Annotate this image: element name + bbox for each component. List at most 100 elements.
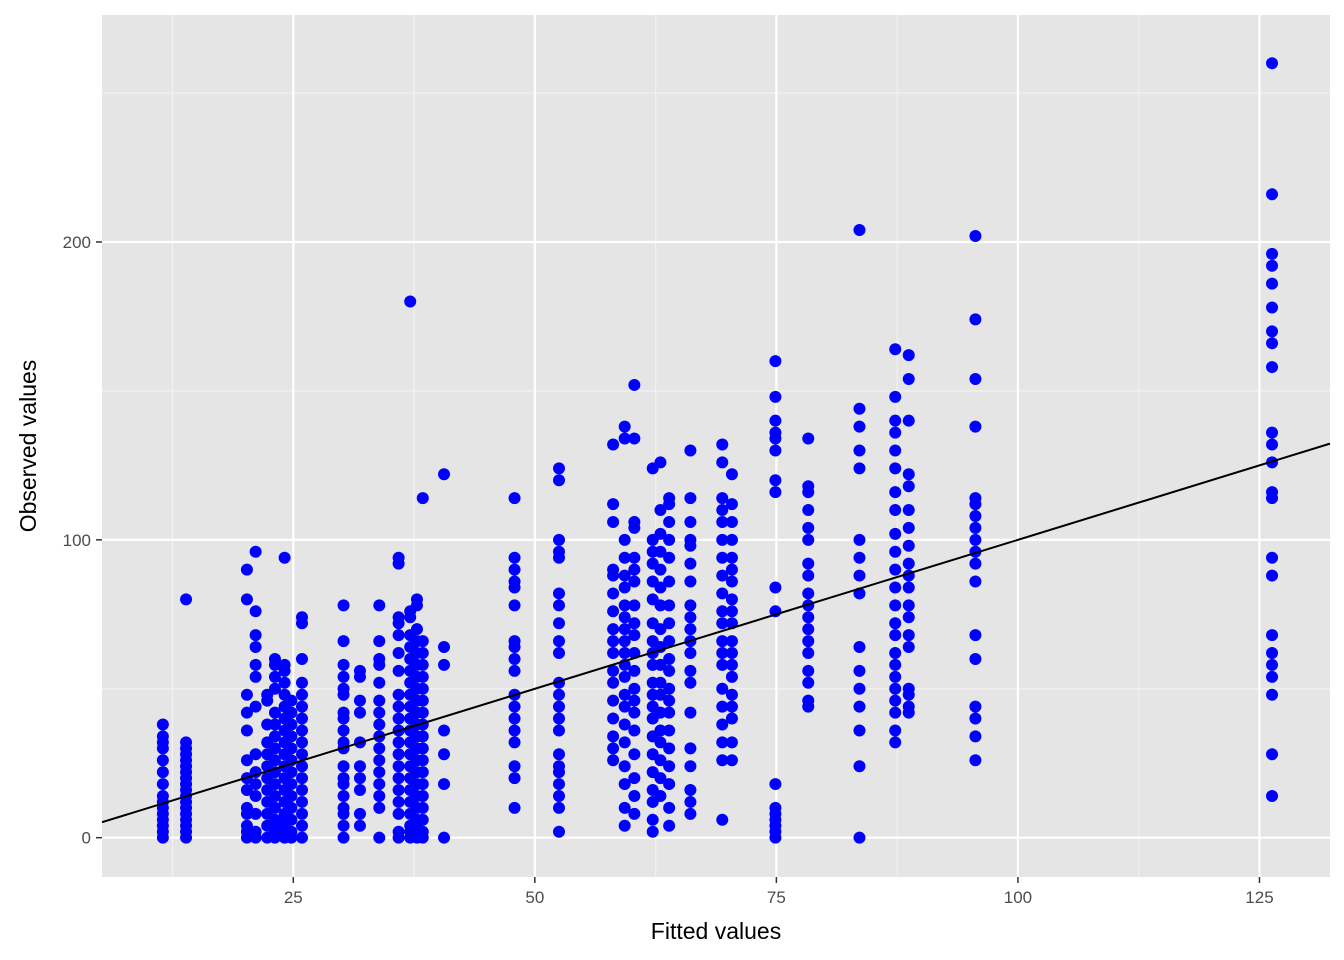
- data-point: [618, 533, 631, 546]
- data-point: [969, 652, 982, 665]
- data-point: [438, 778, 451, 791]
- data-point: [508, 492, 521, 505]
- data-point: [508, 563, 521, 576]
- data-point: [607, 676, 620, 689]
- data-point: [285, 801, 298, 814]
- data-point: [725, 468, 738, 481]
- x-axis-title: Fitted values: [651, 918, 781, 944]
- data-point: [508, 712, 521, 725]
- data-point: [802, 676, 815, 689]
- data-point: [654, 563, 667, 576]
- data-point: [392, 688, 405, 701]
- reference-line: [101, 442, 1331, 824]
- data-point: [618, 801, 631, 814]
- data-point: [607, 623, 620, 636]
- data-point: [618, 718, 631, 731]
- data-point: [337, 801, 350, 814]
- data-point: [240, 593, 253, 606]
- data-point: [607, 605, 620, 618]
- data-point: [663, 575, 676, 588]
- data-point: [295, 819, 308, 832]
- data-point: [969, 313, 982, 326]
- data-point: [240, 563, 253, 576]
- data-point: [416, 670, 429, 683]
- data-point: [1266, 301, 1279, 314]
- data-point: [684, 760, 697, 773]
- data-point: [285, 718, 298, 731]
- data-point: [392, 647, 405, 660]
- data-point: [769, 390, 782, 403]
- data-point: [769, 801, 782, 814]
- data-point: [337, 670, 350, 683]
- data-point: [853, 444, 866, 457]
- data-point: [654, 581, 667, 594]
- data-point: [373, 718, 386, 731]
- data-point: [607, 647, 620, 660]
- data-point: [268, 754, 281, 767]
- data-point: [654, 545, 667, 558]
- data-point: [716, 587, 729, 600]
- data-point: [268, 670, 281, 683]
- data-point: [618, 420, 631, 433]
- data-point: [853, 402, 866, 415]
- data-point: [628, 789, 641, 802]
- data-point: [438, 724, 451, 737]
- y-tick-label: 100: [63, 531, 91, 550]
- y-axis-title: Observed values: [15, 360, 41, 533]
- data-point: [180, 736, 193, 749]
- data-point: [716, 754, 729, 767]
- data-point: [337, 831, 350, 844]
- data-point: [902, 641, 915, 654]
- data-point: [278, 676, 291, 689]
- data-point: [725, 712, 738, 725]
- data-point: [438, 748, 451, 761]
- data-point: [802, 569, 815, 582]
- data-point: [889, 617, 902, 630]
- data-point: [416, 742, 429, 755]
- data-point: [628, 563, 641, 576]
- data-point: [392, 748, 405, 761]
- data-point: [373, 789, 386, 802]
- data-point: [889, 462, 902, 475]
- x-tick-label: 125: [1245, 888, 1273, 907]
- data-point: [684, 557, 697, 570]
- data-point: [1266, 492, 1279, 505]
- data-point: [889, 736, 902, 749]
- x-tick-label: 25: [284, 888, 303, 907]
- data-point: [716, 658, 729, 671]
- data-point: [684, 611, 697, 624]
- data-point: [416, 766, 429, 779]
- data-point: [404, 295, 417, 308]
- data-point: [853, 533, 866, 546]
- data-point: [1266, 688, 1279, 701]
- data-point: [684, 515, 697, 528]
- data-point: [725, 736, 738, 749]
- data-point: [373, 754, 386, 767]
- data-point: [716, 736, 729, 749]
- data-point: [802, 611, 815, 624]
- data-point: [716, 682, 729, 695]
- data-point: [628, 748, 641, 761]
- data-point: [654, 599, 667, 612]
- data-point: [295, 676, 308, 689]
- data-point: [684, 533, 697, 546]
- data-point: [618, 623, 631, 636]
- data-point: [725, 515, 738, 528]
- data-point: [969, 492, 982, 505]
- data-point: [552, 617, 565, 630]
- data-point: [725, 593, 738, 606]
- data-point: [684, 807, 697, 820]
- x-tick-label: 50: [525, 888, 544, 907]
- data-point: [716, 700, 729, 713]
- data-point: [249, 545, 262, 558]
- data-point: [716, 617, 729, 630]
- data-point: [1266, 188, 1279, 201]
- data-point: [663, 706, 676, 719]
- data-point: [508, 736, 521, 749]
- data-point: [1266, 438, 1279, 451]
- data-point: [268, 682, 281, 695]
- data-point: [416, 813, 429, 826]
- data-point: [628, 647, 641, 660]
- data-point: [716, 647, 729, 660]
- data-point: [295, 688, 308, 701]
